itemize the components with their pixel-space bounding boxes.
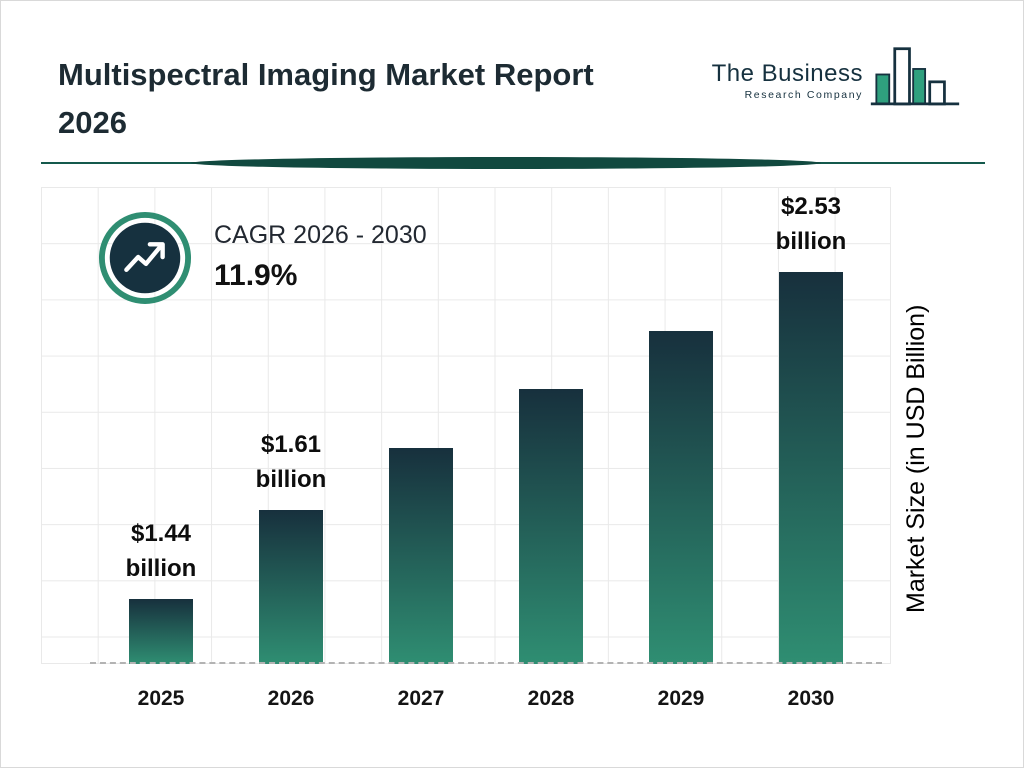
page-title: Multispectral Imaging Market Report 2026	[58, 57, 594, 141]
bar-2028	[519, 389, 583, 664]
logo-subname: Research Company	[744, 88, 863, 101]
cagr-badge: CAGR 2026 - 2030 11.9%	[98, 211, 427, 305]
x-tick-label: 2028	[527, 687, 575, 710]
chart-baseline	[90, 662, 882, 664]
logo-bar-chart-icon	[870, 47, 960, 106]
bar-value-label: $2.53 billion	[775, 193, 847, 256]
chart-gridlines	[41, 187, 891, 664]
logo-name: The Business	[711, 59, 863, 87]
trend-up-icon	[98, 211, 192, 305]
x-tick-label: 2030	[787, 687, 835, 710]
bar-2030	[779, 272, 843, 664]
bar-column: $2.53 billion 2030	[746, 186, 876, 710]
cagr-value: 11.9%	[214, 259, 298, 292]
bar-2025	[129, 599, 193, 664]
bar-value-label: $1.61 billion	[255, 431, 327, 494]
cagr-text: CAGR 2026 - 2030 11.9%	[214, 211, 427, 305]
bar-2027	[389, 448, 453, 664]
bar-column: 2028	[486, 186, 616, 710]
bar-column: $1.44 billion 2025	[96, 186, 226, 710]
bar-chart: $1.44 billion 2025 $1.61 billion 2026 2027 20…	[90, 186, 882, 710]
company-logo-text: The Business Research Company	[712, 60, 863, 101]
bar-column: 2029	[616, 186, 746, 710]
bar-value-label: $1.44 billion	[125, 520, 197, 583]
x-tick-label: 2026	[267, 687, 315, 710]
y-axis-label: Market Size (in USD Billion)	[902, 304, 930, 614]
company-logo: The Business Research Company	[712, 43, 961, 117]
cagr-label: CAGR 2026 - 2030	[214, 221, 427, 249]
bar-2026	[259, 510, 323, 664]
bars: $1.44 billion 2025 $1.61 billion 2026 2027 20…	[96, 186, 876, 710]
bar-column: 2027	[356, 186, 486, 710]
x-tick-label: 2025	[137, 687, 185, 710]
divider	[41, 157, 985, 169]
bar-column: $1.61 billion 2026	[226, 186, 356, 710]
x-tick-label: 2027	[397, 687, 445, 710]
bar-2029	[649, 331, 713, 664]
x-tick-label: 2029	[657, 687, 705, 710]
